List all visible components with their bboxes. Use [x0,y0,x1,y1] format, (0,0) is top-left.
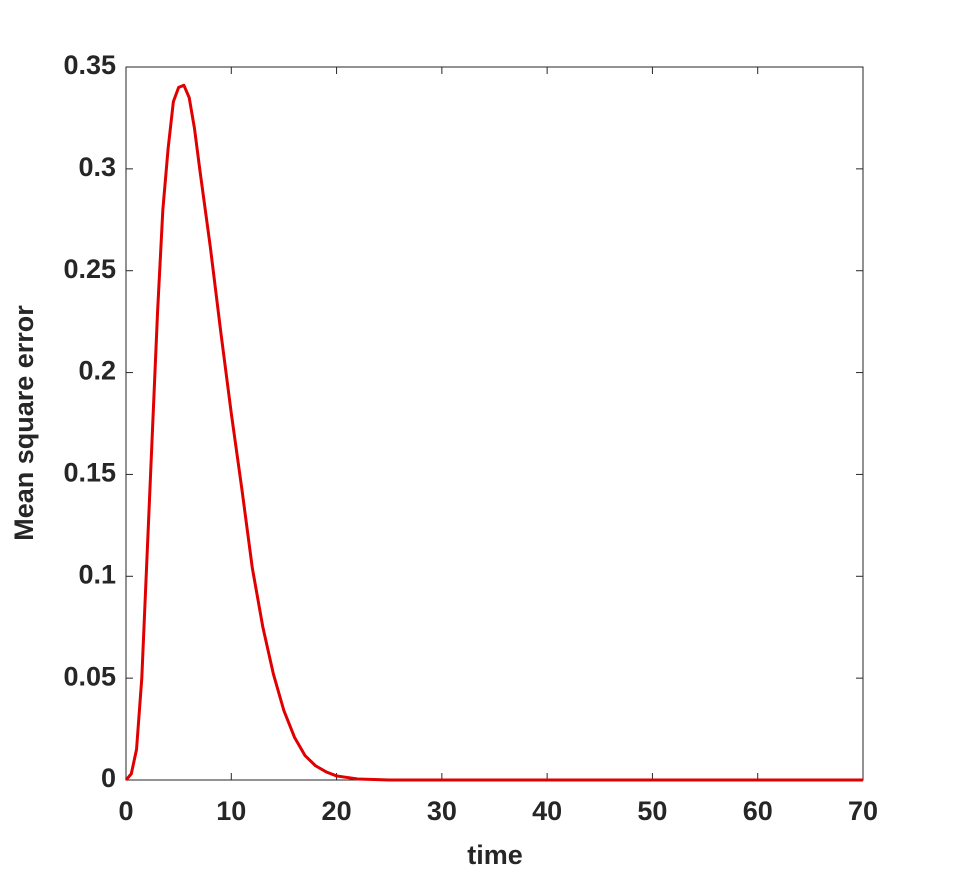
x-tick-label: 10 [216,796,246,826]
x-tick-label: 60 [743,796,773,826]
y-tick-label: 0.1 [78,559,116,589]
y-tick-label: 0.05 [63,661,116,691]
x-tick-label: 20 [322,796,352,826]
y-tick-label: 0.3 [78,152,116,182]
y-tick-label: 0.2 [78,356,116,386]
x-tick-label: 40 [532,796,562,826]
y-axis-label: Mean square error [9,305,39,541]
x-tick-label: 30 [427,796,457,826]
y-tick-label: 0.15 [63,458,116,488]
y-tick-label: 0.25 [63,254,116,284]
x-tick-label: 50 [637,796,667,826]
x-tick-label: 0 [118,796,133,826]
y-tick-label: 0 [101,763,116,793]
x-axis-label: time [467,840,523,870]
plot-frame [125,66,864,781]
x-tick-label: 70 [848,796,878,826]
y-tick-label: 0.35 [63,50,116,80]
data-line [124,83,863,782]
